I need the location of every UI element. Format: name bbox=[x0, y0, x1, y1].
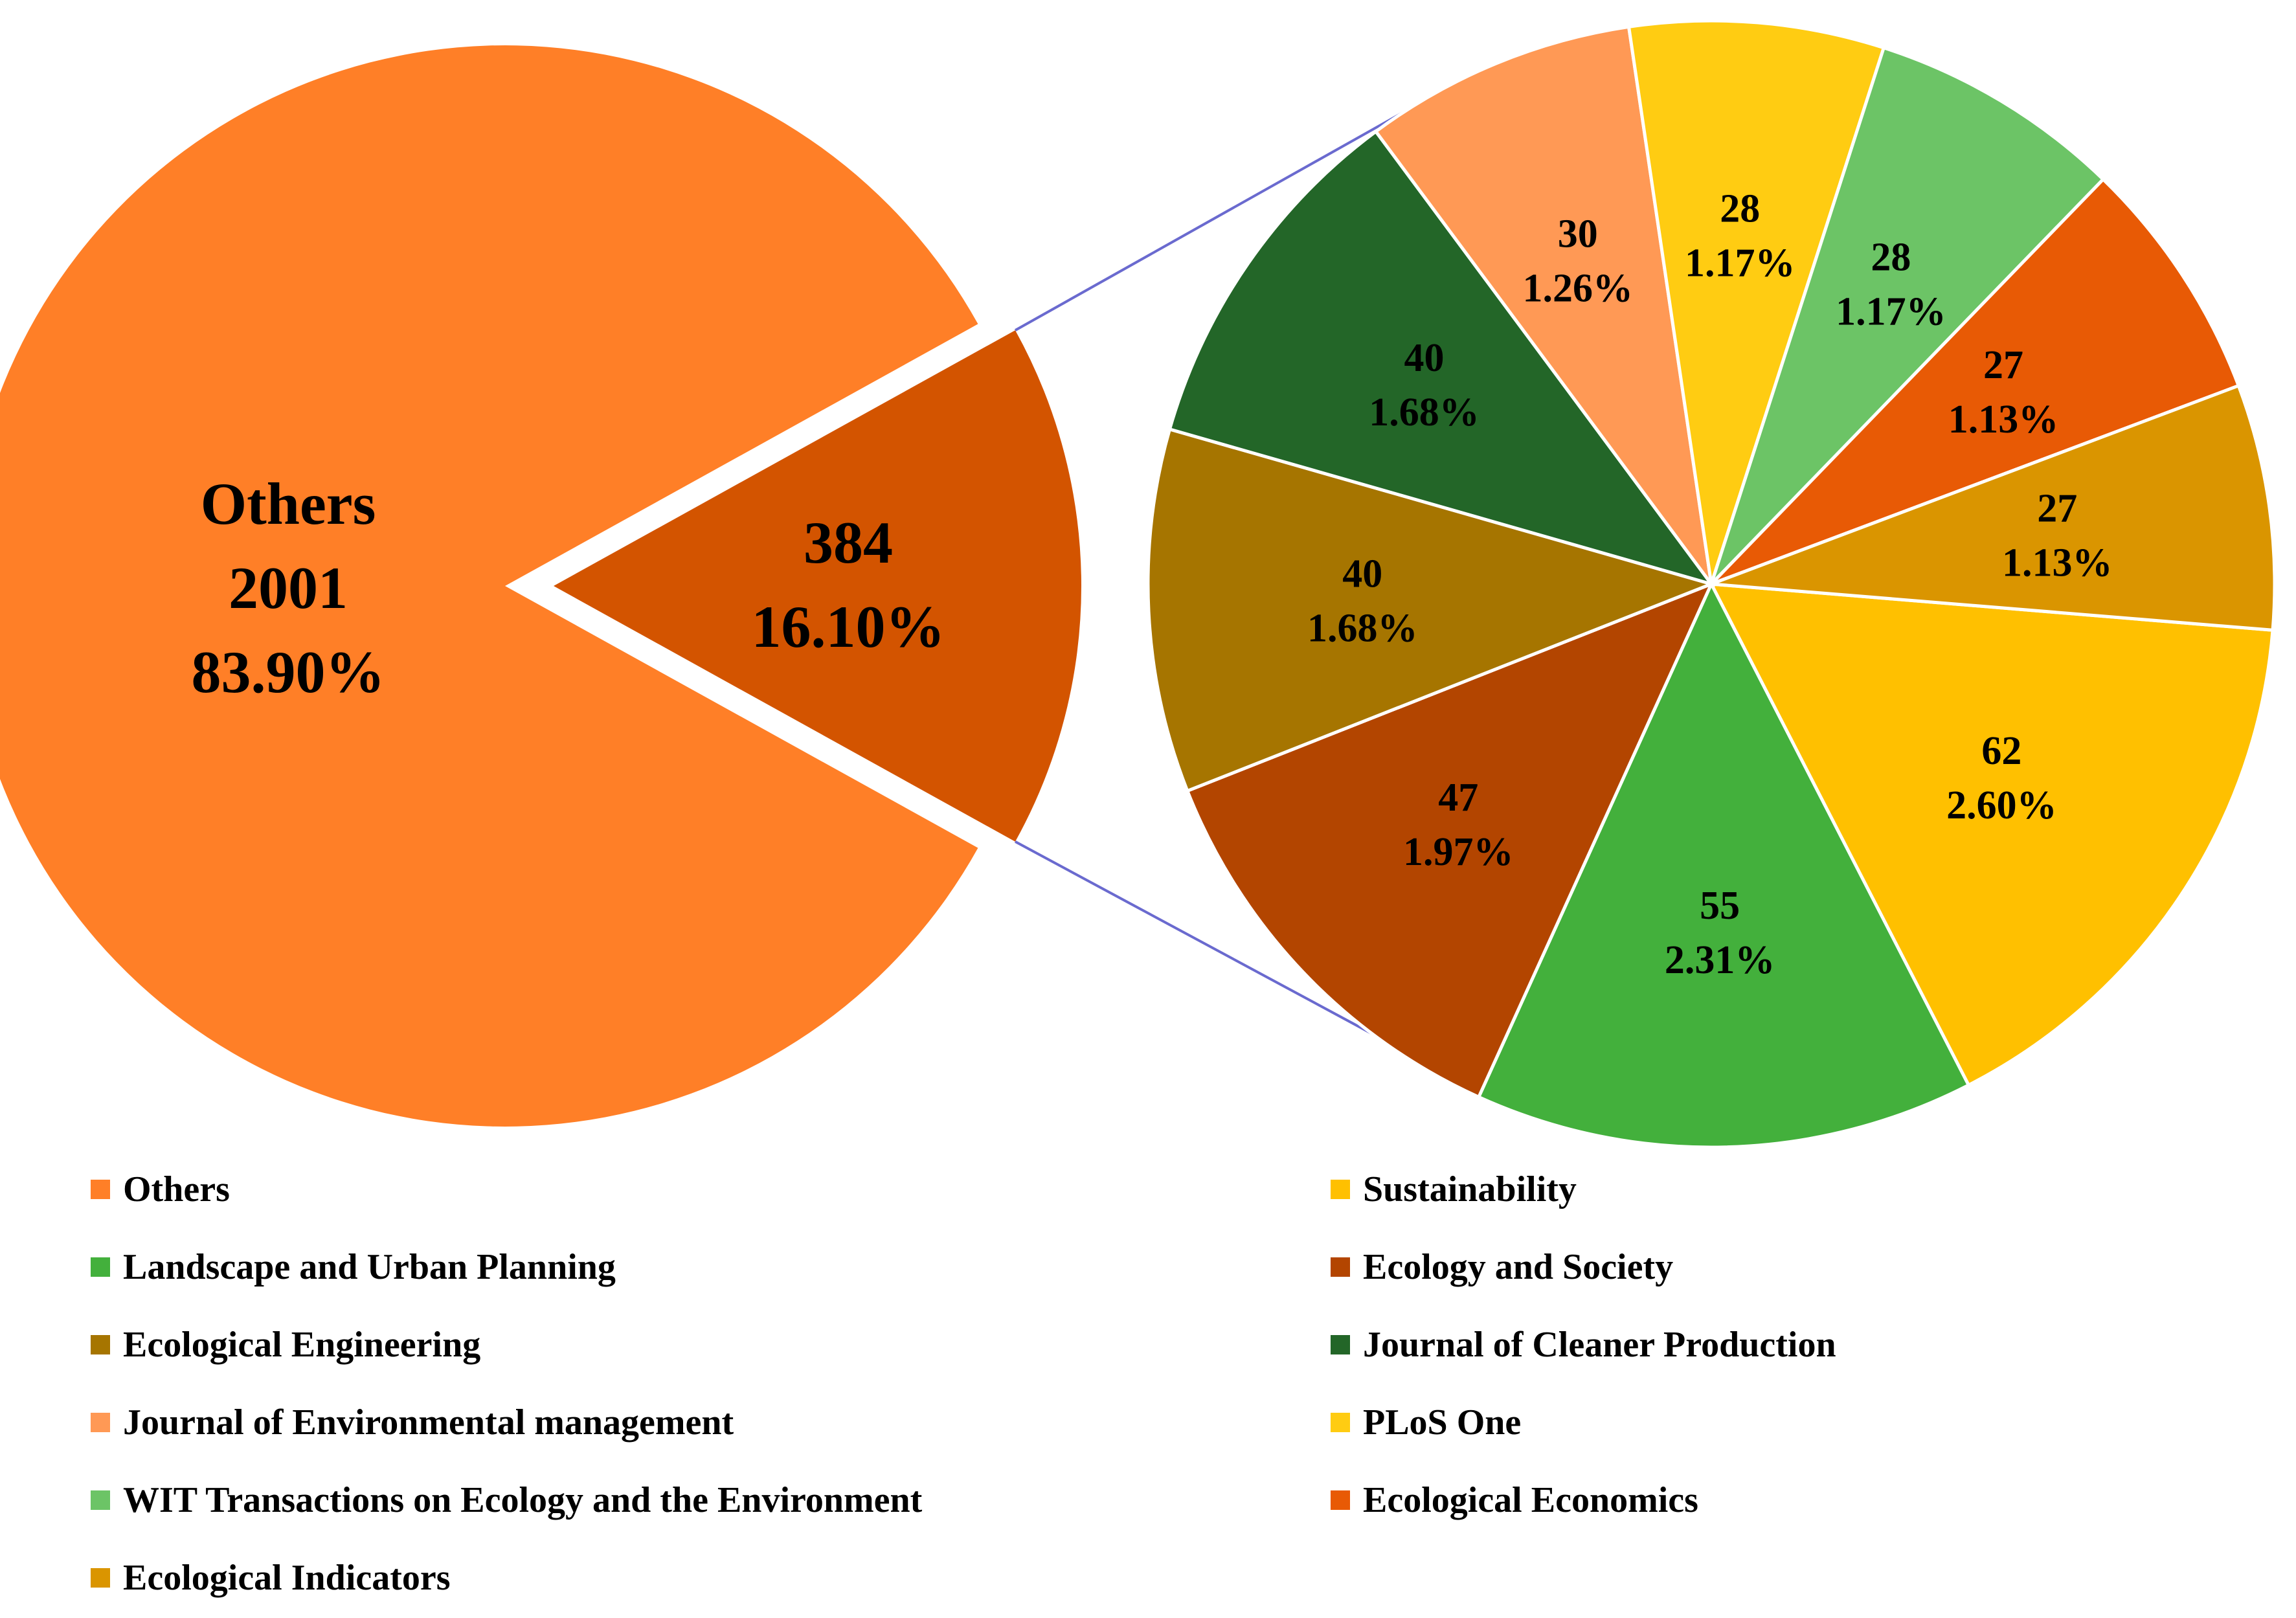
connector-line-top bbox=[1014, 110, 1406, 331]
main-slice-selected bbox=[554, 330, 1081, 842]
legend-label-plos-one: PLoS One bbox=[1363, 1402, 1521, 1443]
secondary-slice-ecological-indicators bbox=[1711, 383, 2277, 632]
connector-line-bottom bbox=[1014, 840, 1373, 1035]
legend-label-sustainability: Sustainability bbox=[1363, 1169, 1577, 1209]
secondary-slice-percent-ecological-indicators: 1.13% bbox=[2002, 541, 2113, 585]
legend-label-ecological-indicators: Ecological Indicators bbox=[123, 1558, 451, 1598]
secondary-slice-percent-landscape-and-urban-planning: 2.31% bbox=[1665, 938, 1775, 982]
secondary-slice-ecological-engineering bbox=[1146, 427, 1716, 793]
main-slice-others bbox=[0, 45, 978, 1127]
legend-swatch-sustainability bbox=[1331, 1180, 1350, 1199]
secondary-slice-plos-one bbox=[1626, 19, 1886, 585]
secondary-slice-percent-wit-transactions-on-ecology-and-the-environment: 1.17% bbox=[1836, 289, 1946, 333]
secondary-slice-percent-ecological-economics: 1.13% bbox=[1948, 398, 2059, 442]
secondary-slice-percent-ecological-engineering: 1.68% bbox=[1307, 606, 1418, 650]
secondary-slice-value-ecology-and-society: 47 bbox=[1438, 776, 1478, 820]
secondary-slice-wit-transactions-on-ecology-and-the-environment bbox=[1709, 45, 2106, 585]
secondary-slice-value-landscape-and-urban-planning: 55 bbox=[1700, 884, 1740, 928]
secondary-slice-percent-journal-of-environmental-management: 1.26% bbox=[1522, 267, 1633, 311]
secondary-slice-ecology-and-society bbox=[1185, 581, 1715, 1099]
legend-swatch-wit-transactions-on-ecology-and-the-environment bbox=[91, 1490, 110, 1510]
secondary-slice-value-ecological-economics: 27 bbox=[1983, 343, 2023, 387]
legend-swatch-ecology-and-society bbox=[1331, 1257, 1350, 1277]
legend-label-others: Others bbox=[123, 1169, 230, 1209]
secondary-slice-ecological-economics bbox=[1710, 177, 2241, 586]
secondary-slice-journal-of-environmental-management bbox=[1373, 25, 1713, 585]
secondary-slice-percent-journal-of-cleaner-production: 1.68% bbox=[1369, 390, 1480, 434]
legend-label-journal-of-cleaner-production: Journal of Cleaner Production bbox=[1363, 1325, 1836, 1365]
legend-swatch-ecological-indicators bbox=[91, 1568, 110, 1588]
main-slice-label-percent: 83.90% bbox=[192, 639, 385, 705]
legend-label-ecology-and-society: Ecology and Society bbox=[1363, 1247, 1673, 1287]
secondary-slice-value-wit-transactions-on-ecology-and-the-environment: 28 bbox=[1871, 235, 1911, 279]
secondary-slice-value-journal-of-environmental-management: 30 bbox=[1558, 212, 1598, 256]
legend-swatch-landscape-and-urban-planning bbox=[91, 1257, 110, 1277]
secondary-slice-sustainability bbox=[1708, 582, 2275, 1088]
legend-label-wit-transactions-on-ecology-and-the-environment: WIT Transactions on Ecology and the Envi… bbox=[123, 1480, 923, 1520]
selected-slice-label-percent: 16.10% bbox=[752, 594, 945, 660]
legend-swatch-others bbox=[91, 1180, 110, 1199]
secondary-slice-value-plos-one: 28 bbox=[1720, 186, 1760, 230]
secondary-slice-value-journal-of-cleaner-production: 40 bbox=[1404, 336, 1445, 380]
secondary-slice-value-sustainability: 62 bbox=[1981, 729, 2021, 773]
selected-slice-label-value: 384 bbox=[804, 510, 893, 576]
legend-label-ecological-economics: Ecological Economics bbox=[1363, 1480, 1698, 1520]
legend-swatch-ecological-engineering bbox=[91, 1335, 110, 1354]
legend-swatch-journal-of-environmental-management bbox=[91, 1413, 110, 1432]
secondary-slice-percent-plos-one: 1.17% bbox=[1685, 241, 1795, 285]
main-slice-label-name: Others bbox=[201, 471, 376, 537]
secondary-slice-value-ecological-indicators: 27 bbox=[2037, 486, 2077, 530]
legend-label-journal-of-environmental-management: Journal of Environmental management bbox=[123, 1402, 734, 1443]
legend-swatch-ecological-economics bbox=[1331, 1490, 1350, 1510]
secondary-slice-value-ecological-engineering: 40 bbox=[1342, 552, 1382, 596]
legend-label-ecological-engineering: Ecological Engineering bbox=[123, 1325, 480, 1365]
secondary-slice-percent-sustainability: 2.60% bbox=[1946, 783, 2057, 827]
legend-label-landscape-and-urban-planning: Landscape and Urban Planning bbox=[123, 1247, 616, 1287]
secondary-slice-percent-ecology-and-society: 1.97% bbox=[1403, 830, 1514, 874]
legend-swatch-plos-one bbox=[1331, 1413, 1350, 1432]
main-slice-label-value: 2001 bbox=[229, 555, 348, 621]
legend-swatch-journal-of-cleaner-production bbox=[1331, 1335, 1350, 1354]
secondary-slice-journal-of-cleaner-production bbox=[1167, 129, 1716, 587]
secondary-slice-landscape-and-urban-planning bbox=[1476, 580, 1971, 1149]
